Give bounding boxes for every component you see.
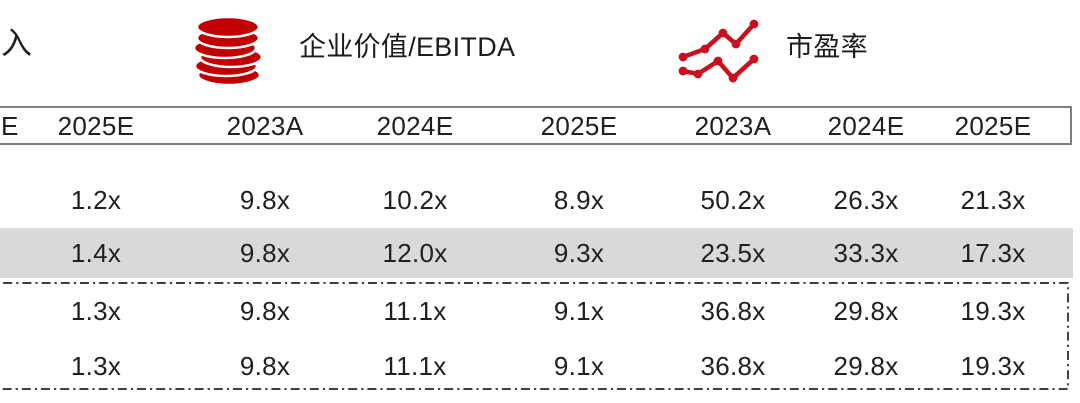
table-cell: 26.3x xyxy=(833,185,899,215)
highlighted-row-background xyxy=(0,228,1073,278)
table-cell: 1.4x xyxy=(70,238,122,268)
table-cell: 9.3x xyxy=(553,238,605,268)
legend-partial-label: 入 xyxy=(1,26,32,61)
table-row: 1.2x 9.8x 10.2x 8.9x 50.2x 26.3x 21.3x xyxy=(0,185,1080,215)
table-cell: 1.2x xyxy=(70,185,122,215)
table-row-highlighted: 1.4x 9.8x 12.0x 9.3x 23.5x 33.3x 17.3x xyxy=(0,238,1080,268)
table-cell: 21.3x xyxy=(960,185,1026,215)
coins-icon xyxy=(192,8,265,88)
table-cell: 17.3x xyxy=(960,238,1026,268)
table-cell: 9.1x xyxy=(553,351,605,381)
table-cell: 19.3x xyxy=(960,296,1026,326)
column-header: 2023A xyxy=(226,111,304,141)
table-cell: 33.3x xyxy=(833,238,899,268)
table-cell: 9.8x xyxy=(239,351,291,381)
line-chart-icon xyxy=(676,16,762,86)
table-cell: 9.8x xyxy=(239,238,291,268)
table-cell: 10.2x xyxy=(382,185,448,215)
column-header: 2024E xyxy=(376,111,454,141)
table-cell: 50.2x xyxy=(700,185,766,215)
table-cell: 9.8x xyxy=(239,185,291,215)
ev-ebitda-legend-label: 企业价值/EBITDA xyxy=(299,32,516,62)
table-cell: 36.8x xyxy=(700,296,766,326)
table-cell: 11.1x xyxy=(383,296,447,326)
table-row: 1.3x 9.8x 11.1x 9.1x 36.8x 29.8x 19.3x xyxy=(0,296,1080,326)
table-cell: 12.0x xyxy=(382,238,448,268)
table-row: 1.3x 9.8x 11.1x 9.1x 36.8x 29.8x 19.3x xyxy=(0,351,1080,381)
table-cell: 1.3x xyxy=(70,351,122,381)
pe-ratio-legend-label: 市盈率 xyxy=(786,32,868,62)
table-cell: 1.3x xyxy=(70,296,122,326)
column-header: 2024E xyxy=(827,111,905,141)
table-cell: 29.8x xyxy=(833,351,899,381)
table-cell: 9.1x xyxy=(553,296,605,326)
table-cell: 9.8x xyxy=(239,296,291,326)
column-header-partial: E xyxy=(1,111,19,141)
table-cell: 29.8x xyxy=(833,296,899,326)
column-header: 2023A xyxy=(694,111,772,141)
table-cell: 19.3x xyxy=(960,351,1026,381)
column-header: 2025E xyxy=(540,111,618,141)
table-header-band xyxy=(0,106,1072,145)
table-cell: 8.9x xyxy=(553,185,605,215)
column-header: 2025E xyxy=(954,111,1032,141)
column-header: 2025E xyxy=(57,111,135,141)
table-header-row: E 2025E 2023A 2024E 2025E 2023A 2024E 20… xyxy=(0,111,1080,141)
table-cell: 36.8x xyxy=(700,351,766,381)
table-cell: 11.1x xyxy=(383,351,447,381)
table-cell: 23.5x xyxy=(700,238,766,268)
